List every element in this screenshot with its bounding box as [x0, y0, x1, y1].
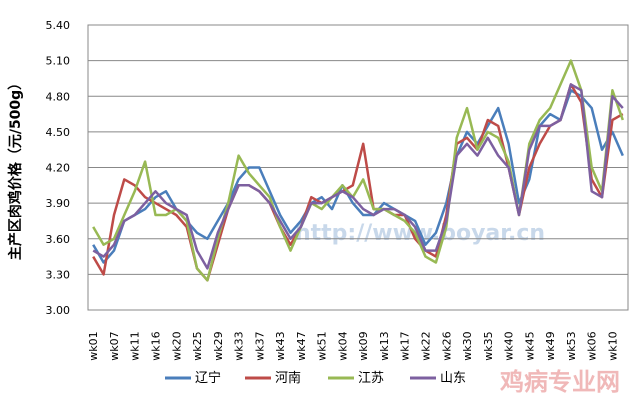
- legend-label: 江苏: [358, 370, 384, 386]
- x-tick-label: wk25: [191, 331, 204, 360]
- x-tick-label: wk47: [295, 331, 308, 360]
- x-tick-label: wk10: [606, 331, 619, 360]
- x-tick-label: wk01: [87, 331, 100, 360]
- x-tick-label: wk35: [482, 331, 495, 360]
- x-tick-label: wk07: [108, 331, 121, 360]
- x-tick-label: wk13: [378, 331, 391, 360]
- y-tick-label: 5.10: [46, 55, 71, 68]
- y-tick-label: 3.00: [46, 304, 71, 317]
- legend-label: 辽宁: [195, 370, 221, 386]
- series-line: [92, 83, 624, 282]
- x-tick-label: wk17: [399, 331, 412, 360]
- y-tick-label: 4.50: [46, 126, 71, 139]
- x-tick-label: wk06: [586, 331, 599, 360]
- x-tick-label: wk45: [523, 331, 536, 360]
- x-tick-label: wk43: [274, 331, 287, 360]
- y-tick-label: 5.40: [46, 19, 71, 32]
- x-tick-label: wk40: [503, 331, 516, 360]
- y-tick-label: 3.90: [46, 197, 71, 210]
- legend-label: 河南: [275, 370, 301, 386]
- plot-border: [87, 24, 629, 311]
- x-tick-label: wk37: [253, 331, 266, 360]
- x-tick-label: wk49: [544, 331, 557, 360]
- legend-label: 山东: [440, 371, 466, 386]
- x-tick-label: wk11: [129, 331, 142, 360]
- y-tick-label: 4.20: [46, 162, 71, 175]
- x-tick-label: wk33: [233, 331, 246, 360]
- x-tick-label: wk16: [150, 331, 163, 360]
- x-tick-label: wk09: [357, 331, 370, 360]
- y-tick-label: 3.30: [46, 268, 71, 281]
- x-tick-label: wk29: [212, 331, 225, 360]
- series-line: [92, 83, 624, 270]
- y-axis-title: 主产区肉鸡价格（元/500g）: [7, 76, 24, 260]
- y-tick-label: 3.60: [46, 233, 71, 246]
- series-line: [92, 59, 624, 282]
- x-tick-label: wk30: [461, 331, 474, 360]
- x-tick-label: wk53: [565, 331, 578, 360]
- x-tick-label: wk20: [170, 331, 183, 360]
- x-tick-label: wk22: [420, 331, 433, 360]
- x-tick-label: wk51: [316, 331, 329, 360]
- x-tick-label: wk04: [336, 331, 349, 360]
- watermark: 鸡病专业网: [499, 368, 620, 396]
- x-tick-label: wk26: [440, 331, 453, 360]
- y-tick-label: 4.80: [46, 90, 71, 103]
